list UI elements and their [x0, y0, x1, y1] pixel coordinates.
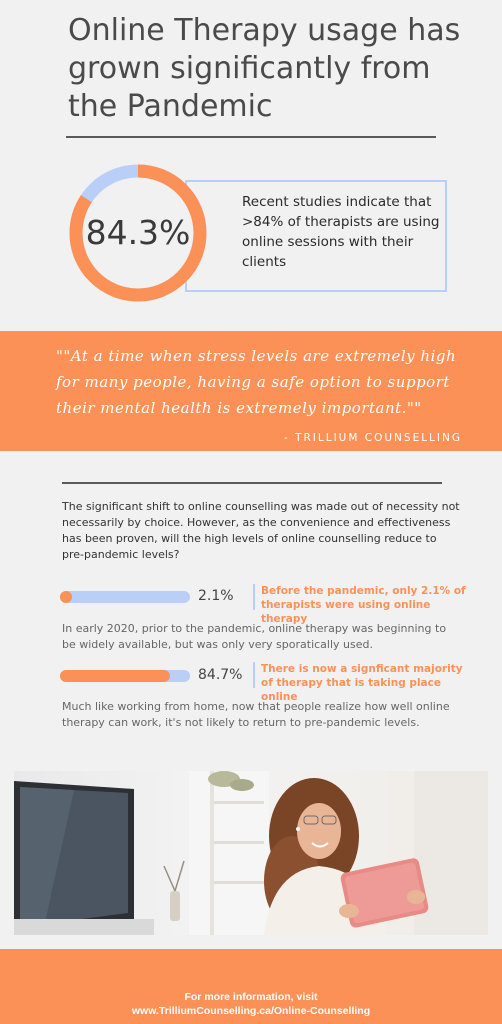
- page-title: Online Therapy usage has grown significa…: [68, 13, 461, 124]
- footer-cta: For more information, visit: [184, 991, 318, 1003]
- stat-box: [185, 180, 447, 292]
- photo-illustration: [14, 771, 488, 935]
- progress-note-now: There is now a signficant majority of th…: [261, 663, 463, 703]
- section-divider: [62, 482, 442, 484]
- stat-value: 84.3%: [85, 213, 191, 252]
- progress-value-now: 84.7%: [198, 667, 243, 683]
- footer-band: [0, 949, 502, 1024]
- woman-with-tablet-photo: [14, 771, 488, 935]
- progress-bar-before: [60, 591, 190, 603]
- progress-fill-now: [60, 670, 170, 682]
- paragraph-2020: In early 2020, prior to the pandemic, on…: [62, 622, 447, 651]
- progress-fill-before: [60, 591, 72, 603]
- paragraph-outlook: Much like working from home, now that pe…: [62, 700, 450, 729]
- note-divider-now: [253, 662, 255, 688]
- quote-band: [0, 331, 502, 451]
- footer-url-link[interactable]: www.TrilliumCounselling.ca/Online-Counse…: [131, 1005, 371, 1017]
- title-divider: [66, 136, 436, 138]
- donut-chart: [69, 164, 207, 302]
- donut-progress-arc: [69, 164, 207, 302]
- note-divider-before: [253, 584, 255, 610]
- progress-bar-now: [60, 670, 190, 682]
- progress-note-before: Before the pandemic, only 2.1% of therap…: [261, 585, 466, 625]
- progress-value-before: 2.1%: [198, 588, 234, 604]
- stat-description: Recent studies indicate that >84% of the…: [242, 194, 440, 270]
- intro-paragraph: The significant shift to online counsell…: [62, 500, 460, 561]
- quote-attribution: - TRILLIUM COUNSELLING: [283, 432, 462, 444]
- quote-text: ""At a time when stress levels are extre…: [56, 347, 457, 417]
